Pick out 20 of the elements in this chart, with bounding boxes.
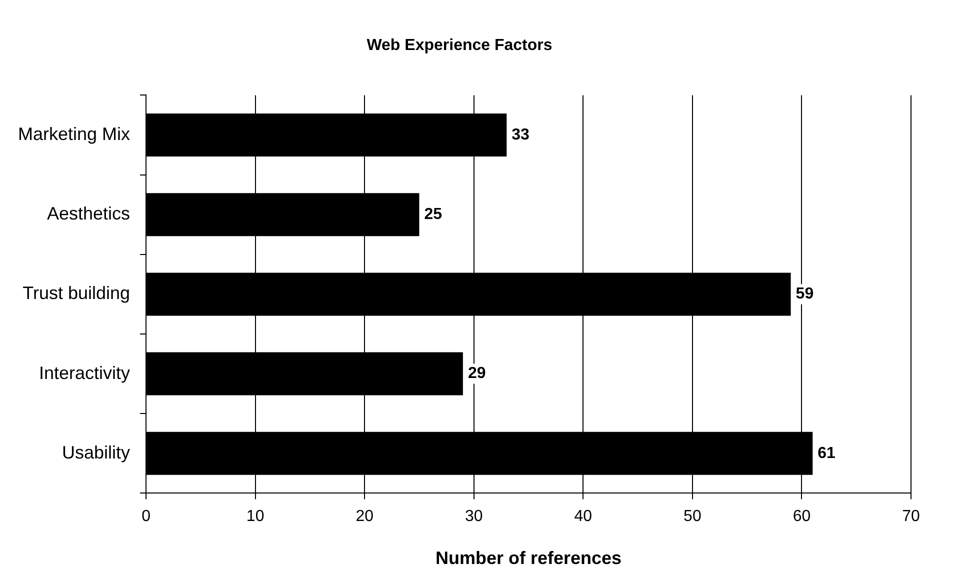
y-tick-label: Aesthetics (46, 204, 130, 224)
x-tick-label: 50 (684, 508, 702, 526)
x-tick-label: 60 (792, 508, 811, 526)
data-label: 33 (512, 126, 530, 144)
x-tick-label: 10 (246, 508, 264, 526)
x-tick-label: 70 (902, 508, 920, 526)
x-tick-label: 40 (574, 508, 592, 526)
x-tick-label: 20 (356, 508, 374, 526)
y-tick-label: Usability (62, 442, 130, 462)
y-tick-label: Interactivity (38, 362, 130, 383)
data-label: 61 (818, 444, 836, 462)
y-tick-label: Trust building (22, 283, 130, 304)
x-axis-title: Number of references (435, 548, 622, 568)
data-label: 59 (796, 286, 814, 303)
x-tick-label: 30 (464, 508, 483, 526)
x-tick-label: 0 (142, 508, 151, 526)
y-tick-label: Marketing Mix (18, 124, 130, 144)
data-label: 29 (468, 365, 486, 382)
data-label: 25 (424, 206, 442, 224)
chart-title: Web Experience Factors (366, 37, 552, 54)
